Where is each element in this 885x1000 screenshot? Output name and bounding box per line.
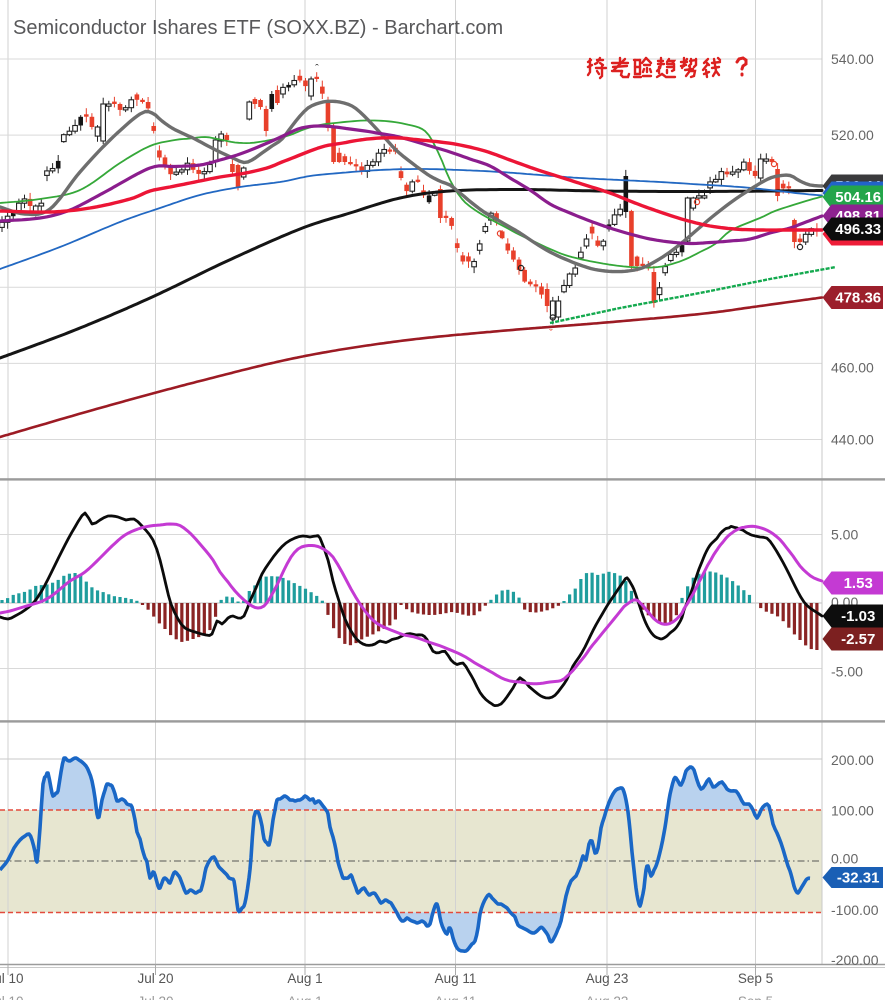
svg-text:Aug 11: Aug 11: [435, 994, 477, 1000]
svg-text:Aug 11: Aug 11: [435, 971, 477, 986]
svg-text:Aug 1: Aug 1: [287, 971, 322, 986]
svg-text:540.00: 540.00: [831, 51, 874, 67]
svg-text:Sep 5: Sep 5: [738, 971, 773, 986]
svg-text:Jul 10: Jul 10: [0, 971, 24, 986]
svg-text:-100.00: -100.00: [831, 902, 879, 918]
svg-text:Aug 23: Aug 23: [586, 994, 629, 1000]
svg-text:Jul 20: Jul 20: [137, 971, 173, 986]
svg-text:Aug 1: Aug 1: [287, 994, 322, 1000]
svg-text:Jul 20: Jul 20: [137, 994, 173, 1000]
svg-text:ˆ: ˆ: [315, 63, 319, 75]
svg-text:-5.00: -5.00: [831, 663, 863, 679]
svg-text:Jul 10: Jul 10: [0, 994, 24, 1000]
svg-text:520.00: 520.00: [831, 127, 874, 143]
svg-text:0.00: 0.00: [831, 850, 858, 866]
svg-text:-2.57: -2.57: [841, 631, 875, 648]
svg-text:440.00: 440.00: [831, 431, 874, 447]
svg-text:1.53: 1.53: [844, 575, 873, 592]
svg-text:-32.31: -32.31: [837, 870, 880, 887]
svg-text:Aug 23: Aug 23: [586, 971, 629, 986]
svg-text:Semiconductor Ishares ETF (SOX: Semiconductor Ishares ETF (SOXX.BZ) - Ba…: [13, 17, 503, 39]
svg-text:504.16: 504.16: [835, 189, 881, 206]
svg-text:200.00: 200.00: [831, 752, 874, 768]
svg-text:496.33: 496.33: [835, 221, 881, 238]
svg-text:Sep 5: Sep 5: [738, 994, 773, 1000]
svg-text:478.36: 478.36: [835, 290, 881, 307]
svg-text:-1.03: -1.03: [841, 608, 875, 625]
svg-text:-200.00: -200.00: [831, 952, 879, 968]
svg-text:460.00: 460.00: [831, 359, 874, 375]
svg-text:ˇ: ˇ: [549, 328, 553, 340]
svg-text:5.00: 5.00: [831, 526, 858, 542]
svg-text:100.00: 100.00: [831, 802, 874, 818]
